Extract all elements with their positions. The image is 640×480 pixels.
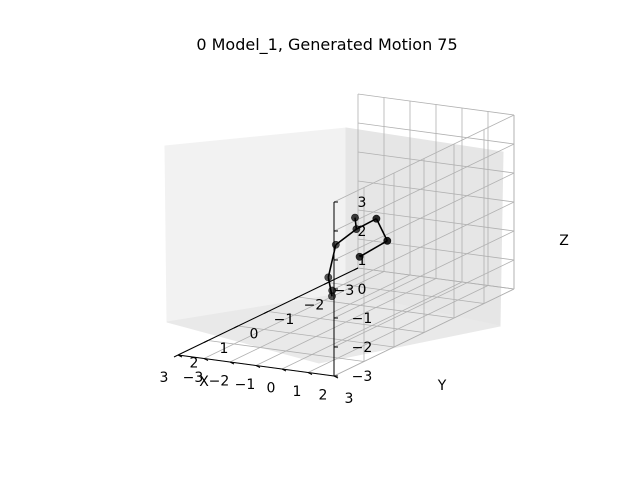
grid-line bbox=[357, 93, 515, 116]
y-tick bbox=[177, 354, 183, 358]
tick-labels: −3 −2 −1 0 1 2 3 −3 −2 −1 0 1 2 3 −3 −2 −1 0 1 2 3 bbox=[160, 195, 373, 407]
x-tick-label: −3 bbox=[334, 283, 355, 299]
y-tick-label: 1 bbox=[293, 384, 302, 400]
x-tick-label: −1 bbox=[274, 312, 295, 328]
left-pane bbox=[164, 127, 347, 323]
x-tick-label: 2 bbox=[190, 356, 199, 372]
x-tick bbox=[263, 311, 269, 314]
grid-line bbox=[333, 288, 515, 377]
y-tick bbox=[255, 365, 261, 368]
z-tick-label: 1 bbox=[358, 253, 367, 269]
skeleton-bone bbox=[335, 228, 357, 246]
skeleton-joint-point bbox=[352, 225, 361, 234]
skeleton-joints bbox=[324, 213, 392, 301]
x-axis-label: X bbox=[199, 374, 209, 390]
y-tick-label: 0 bbox=[267, 381, 276, 397]
y-tick-label: 3 bbox=[345, 391, 354, 407]
y-axis-label: Y bbox=[437, 378, 447, 394]
z-tick-label: 3 bbox=[358, 195, 367, 211]
skeleton-bone bbox=[375, 218, 389, 242]
z-tick-label: −2 bbox=[352, 340, 373, 356]
z-tick-label: −3 bbox=[352, 369, 373, 385]
y-tick-label: −1 bbox=[235, 377, 256, 393]
x-tick-label: 0 bbox=[250, 327, 259, 343]
y-tick-label: −3 bbox=[183, 370, 204, 386]
skeleton-joint-point bbox=[331, 240, 340, 249]
x-tick bbox=[353, 267, 359, 271]
x-tick bbox=[293, 296, 299, 300]
grid-line bbox=[333, 143, 515, 232]
x-tick-label: −2 bbox=[304, 298, 325, 314]
grid-lines bbox=[177, 93, 515, 377]
x-tick bbox=[173, 354, 179, 358]
grid-line bbox=[207, 340, 365, 362]
skeleton-joint-point bbox=[355, 252, 364, 261]
y-tick bbox=[229, 361, 235, 365]
chart-title: 0 Model_1, Generated Motion 75 bbox=[196, 35, 457, 55]
z-tick-label: 0 bbox=[358, 282, 367, 298]
skeleton-joint-point bbox=[383, 236, 392, 245]
z-axis-label: Z bbox=[559, 233, 569, 249]
x-tick-label: 3 bbox=[160, 370, 169, 386]
x-tick bbox=[323, 282, 329, 285]
y-tick bbox=[203, 358, 209, 361]
skeleton-bone bbox=[359, 240, 388, 258]
y-tick-label: 2 bbox=[319, 388, 328, 404]
right-pane bbox=[345, 127, 504, 327]
z-tick-label: 2 bbox=[358, 224, 367, 240]
y-tick bbox=[307, 372, 313, 375]
y-tick bbox=[281, 368, 287, 372]
z-tick-label: −1 bbox=[352, 311, 373, 327]
skeleton-joint-point bbox=[324, 273, 333, 282]
x-tick-label: 1 bbox=[220, 341, 229, 357]
skeleton-joint-point bbox=[351, 213, 359, 222]
skeleton-joint-point bbox=[328, 286, 337, 295]
x-tick bbox=[203, 340, 209, 343]
x-tick bbox=[233, 325, 239, 329]
skeleton-bone bbox=[327, 244, 337, 278]
y-tick-label: −2 bbox=[209, 374, 230, 390]
grid-line bbox=[333, 114, 515, 203]
skeleton-joint-point bbox=[372, 214, 381, 223]
